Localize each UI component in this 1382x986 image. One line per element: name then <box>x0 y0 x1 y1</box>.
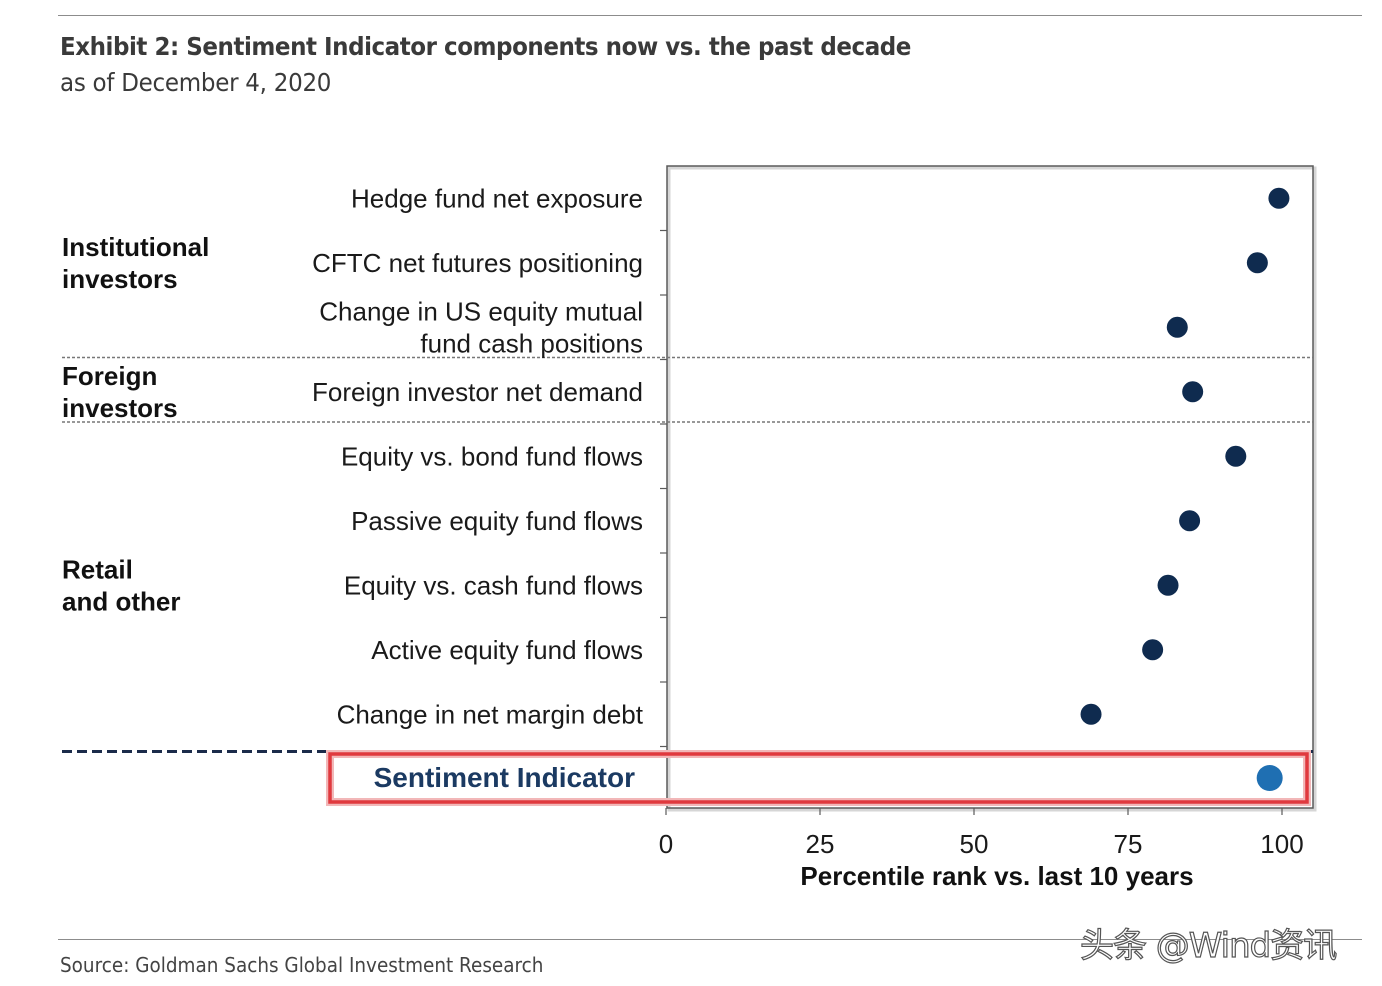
data-point <box>1268 187 1290 209</box>
category-label: Active equity fund flows <box>371 635 643 665</box>
data-point <box>1225 445 1247 467</box>
x-axis-title: Percentile rank vs. last 10 years <box>800 861 1193 891</box>
category-label: Equity vs. bond fund flows <box>341 441 643 471</box>
chart-subtitle: as of December 4, 2020 <box>60 68 332 97</box>
data-point <box>1166 316 1188 338</box>
category-label: Foreign investor net demand <box>312 377 643 407</box>
data-point <box>1179 510 1201 532</box>
group-label: Foreign investors <box>62 361 178 423</box>
category-label: Passive equity fund flows <box>351 506 643 536</box>
x-tick-label: 50 <box>960 829 989 859</box>
bottom-rule <box>58 939 1362 940</box>
source-note: Source: Goldman Sachs Global Investment … <box>60 953 544 977</box>
chart-title: Exhibit 2: Sentiment Indicator component… <box>60 32 911 61</box>
x-tick-label: 0 <box>659 829 673 859</box>
watermark: 头条 @Wind资讯 <box>1079 925 1337 966</box>
group-label: Institutional investors <box>62 232 209 294</box>
top-rule <box>58 15 1362 16</box>
summary-point <box>1256 765 1283 791</box>
x-tick-label: 75 <box>1114 829 1143 859</box>
data-point <box>1080 703 1102 725</box>
data-point <box>1182 381 1204 403</box>
category-label: Change in net margin debt <box>337 699 644 729</box>
highlight-box <box>328 752 1309 804</box>
category-label: Hedge fund net exposure <box>351 183 643 213</box>
x-tick-label: 100 <box>1260 829 1303 859</box>
category-label: CFTC net futures positioning <box>312 248 643 278</box>
data-point <box>1157 574 1179 596</box>
plot-frame-shadow <box>667 166 1317 812</box>
data-point <box>1246 252 1268 274</box>
x-tick-label: 25 <box>806 829 835 859</box>
plot-frame <box>666 165 1314 809</box>
group-label: Retail and other <box>62 554 180 616</box>
summary-label: Sentiment Indicator <box>374 762 635 793</box>
category-label: Change in US equity mutual fund cash posi… <box>319 296 643 358</box>
data-point <box>1142 639 1164 661</box>
category-label: Equity vs. cash fund flows <box>344 570 643 600</box>
